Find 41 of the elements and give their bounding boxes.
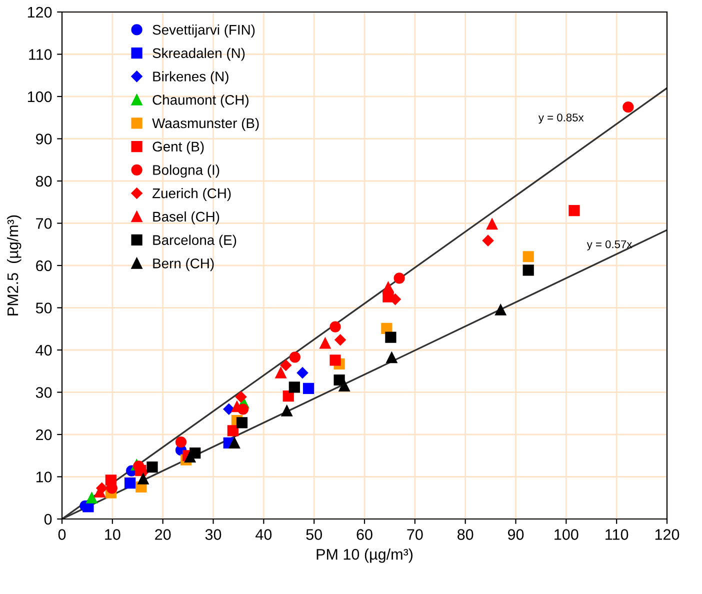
legend-label: Barcelona (E) — [153, 234, 236, 248]
y-tick-label: 20 — [36, 429, 52, 440]
y-tick-label: 60 — [36, 260, 52, 272]
x-tick-label: 60 — [356, 529, 372, 540]
legend-label: Bern (CH) — [153, 258, 214, 272]
x-tick-label: 0 — [58, 529, 66, 540]
y-tick-label: 10 — [36, 472, 52, 482]
y-tick-label: 90 — [36, 134, 52, 144]
annotation: y = 0.85x — [538, 114, 584, 124]
y-tick-label: 30 — [36, 387, 52, 398]
x-tick-label: 80 — [458, 529, 474, 540]
x-tick-label: 70 — [407, 529, 423, 540]
legend-label: Zuerich (CH) — [152, 188, 231, 201]
x-tick-label: 10 — [105, 529, 120, 540]
legend-label: Bologna (I) — [153, 164, 220, 178]
y-tick-label: 120 — [28, 6, 52, 18]
x-tick-label: 50 — [306, 529, 322, 540]
x-tick-label: 110 — [606, 529, 628, 540]
legend-label: Chaumont (CH) — [152, 94, 248, 108]
y-tick-label: 110 — [29, 49, 52, 60]
y-axis-title: PM2.5 (µg/m³) — [6, 215, 22, 316]
y-tick-label: 50 — [36, 302, 52, 314]
legend-label: Birkenes (N) — [153, 71, 228, 84]
x-tick-label: 40 — [256, 529, 272, 540]
legend-label: Skreadalen (N) — [152, 48, 245, 61]
legend-label: Sevettijarvi (FIN) — [152, 24, 255, 38]
annotation: y = 0.57x — [586, 240, 632, 250]
y-tick-label: 100 — [28, 91, 52, 102]
x-tick-label: 90 — [508, 529, 524, 540]
y-tick-label: 40 — [36, 344, 52, 356]
legend-label: Basel (CH) — [153, 211, 220, 224]
x-tick-label: 120 — [655, 529, 680, 540]
x-tick-label: 30 — [205, 529, 222, 540]
legend-label: Waasmunster (B) — [152, 118, 259, 131]
y-tick-label: 80 — [36, 176, 52, 187]
y-tick-label: 70 — [36, 218, 52, 229]
x-tick-label: 100 — [554, 529, 578, 540]
legend-label: Gent (B) — [152, 141, 204, 154]
x-axis-title: PM 10 (µg/m³) — [316, 548, 413, 563]
x-tick-label: 20 — [155, 529, 171, 540]
y-tick-label: 0 — [44, 514, 52, 525]
